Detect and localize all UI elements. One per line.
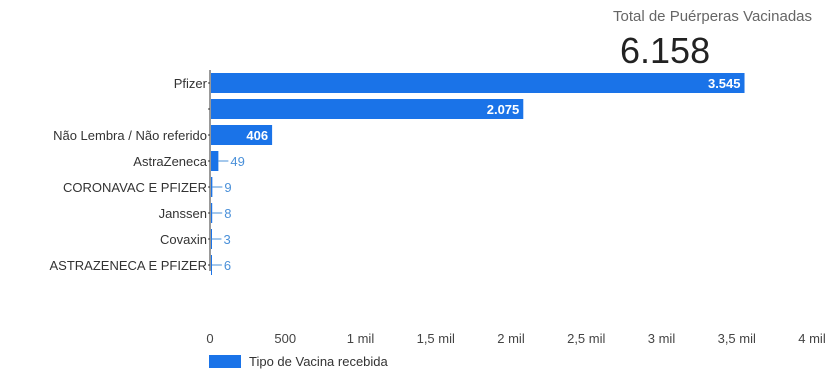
x-tick-label: 3 mil <box>648 331 676 346</box>
value-label: 2.075 <box>487 102 520 117</box>
value-label: 49 <box>230 154 244 169</box>
bar <box>211 125 273 145</box>
value-label: 3.545 <box>708 76 741 91</box>
x-tick-label: 2 mil <box>497 331 525 346</box>
bar <box>211 203 213 223</box>
category-label: Covaxin <box>160 232 207 247</box>
x-tick-label: 3,5 mil <box>718 331 756 346</box>
category-label: Não Lembra / Não referido <box>53 128 207 143</box>
x-tick-label: 4 mil <box>798 331 826 346</box>
value-label: 3 <box>223 232 230 247</box>
x-tick-label: 1,5 mil <box>417 331 455 346</box>
x-tick-label: 500 <box>274 331 296 346</box>
chart-legend[interactable]: Tipo de Vacina recebida <box>209 354 388 369</box>
category-label: Janssen <box>159 206 207 221</box>
x-tick-label: 2,5 mil <box>567 331 605 346</box>
bar <box>211 255 212 275</box>
bar <box>211 151 219 171</box>
category-label: CORONAVAC E PFIZER <box>63 180 207 195</box>
value-label: 406 <box>246 128 268 143</box>
legend-swatch <box>209 355 241 368</box>
kpi-value: 6.158 <box>620 30 711 71</box>
bar <box>211 99 524 119</box>
value-label: 6 <box>224 258 231 273</box>
x-tick-label: 1 mil <box>347 331 375 346</box>
x-tick-label: 0 <box>206 331 213 346</box>
kpi-label: Total de Puérperas Vacinadas <box>612 8 812 25</box>
bar <box>211 177 213 197</box>
category-label: AstraZeneca <box>133 154 207 169</box>
value-label: 8 <box>224 206 231 221</box>
category-label: Pfizer <box>174 76 208 91</box>
bar <box>211 73 745 93</box>
legend-label: Tipo de Vacina recebida <box>249 354 388 369</box>
category-label: ASTRAZENECA E PFIZER <box>50 258 207 273</box>
value-label: 9 <box>224 180 231 195</box>
